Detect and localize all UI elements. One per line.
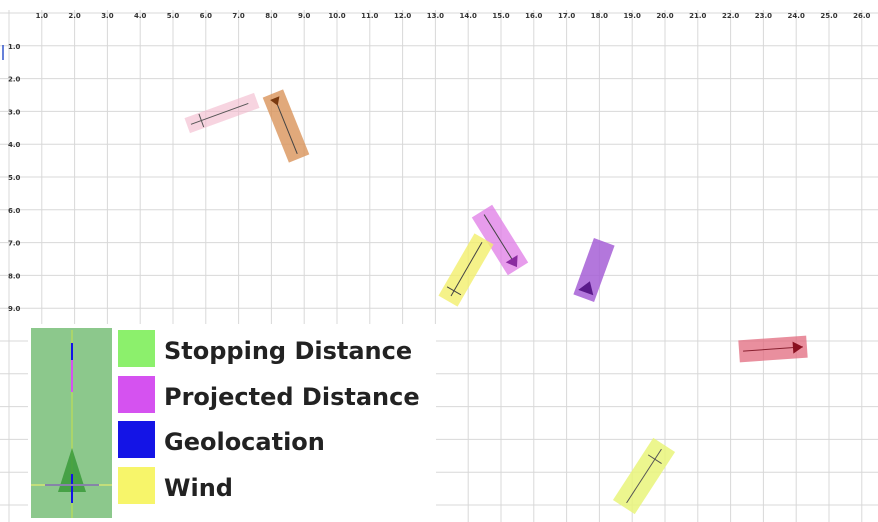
x-tick-label: 6.0 bbox=[200, 12, 213, 20]
x-tick-label: 19.0 bbox=[624, 12, 641, 20]
x-tick-label: 9.0 bbox=[298, 12, 311, 20]
yellow-vehicle[interactable] bbox=[438, 233, 494, 307]
x-tick-label: 24.0 bbox=[788, 12, 805, 20]
purple-vehicle-arrow bbox=[578, 281, 594, 296]
orange-vehicle[interactable] bbox=[262, 89, 310, 163]
y-tick-label: 1.0 bbox=[8, 43, 21, 51]
red-vehicle[interactable] bbox=[738, 335, 808, 363]
legend-label-geolocation: Geolocation bbox=[164, 428, 325, 456]
legend-label-projected-distance: Projected Distance bbox=[164, 383, 420, 411]
y-tick-label: 9.0 bbox=[8, 305, 21, 313]
magenta-vehicle-arrow bbox=[505, 254, 518, 268]
pink-vehicle-mark bbox=[198, 113, 205, 128]
magenta-vehicle[interactable] bbox=[471, 204, 529, 276]
y-tick-label: 6.0 bbox=[8, 207, 21, 215]
x-tick-label: 10.0 bbox=[328, 12, 345, 20]
lime-vehicle-mark bbox=[647, 454, 662, 465]
x-tick-label: 18.0 bbox=[591, 12, 608, 20]
x-tick-label: 17.0 bbox=[558, 12, 575, 20]
legend-swatch-stopping-distance bbox=[118, 330, 155, 367]
x-tick-label: 22.0 bbox=[722, 12, 739, 20]
x-tick-label: 5.0 bbox=[167, 12, 180, 20]
y-tick-label: 8.0 bbox=[8, 272, 21, 280]
yellow-vehicle-mark bbox=[446, 286, 462, 296]
x-tick-label: 20.0 bbox=[656, 12, 673, 20]
x-tick-label: 14.0 bbox=[460, 12, 477, 20]
legend-label-stopping-distance: Stopping Distance bbox=[164, 337, 412, 365]
x-tick-label: 2.0 bbox=[68, 12, 81, 20]
y-tick-label: 4.0 bbox=[8, 141, 21, 149]
red-vehicle-arrow bbox=[792, 341, 803, 354]
x-tick-label: 7.0 bbox=[232, 12, 245, 20]
y-tick-label: 7.0 bbox=[8, 240, 21, 248]
lime-vehicle[interactable] bbox=[612, 437, 676, 515]
x-tick-label: 23.0 bbox=[755, 12, 772, 20]
x-tick-label: 21.0 bbox=[689, 12, 706, 20]
purple-vehicle-box bbox=[573, 238, 615, 302]
x-tick-label: 16.0 bbox=[525, 12, 542, 20]
magenta-vehicle-axis bbox=[483, 214, 514, 261]
y-tick-label: 2.0 bbox=[8, 76, 21, 84]
legend-swatch-projected-distance bbox=[118, 376, 155, 413]
x-tick-label: 26.0 bbox=[853, 12, 870, 20]
y-tick-label: 3.0 bbox=[8, 108, 21, 116]
x-tick-label: 12.0 bbox=[394, 12, 411, 20]
legend-swatch-geolocation bbox=[118, 421, 155, 458]
orange-vehicle-axis bbox=[275, 99, 298, 155]
x-tick-label: 1.0 bbox=[36, 12, 49, 20]
legend-swatch-wind bbox=[118, 467, 155, 504]
legend-label-wind: Wind bbox=[164, 474, 233, 502]
x-tick-label: 13.0 bbox=[427, 12, 444, 20]
x-tick-label: 11.0 bbox=[361, 12, 378, 20]
legend: Stopping Distance Projected Distance Geolo… bbox=[28, 324, 436, 522]
pink-vehicle[interactable] bbox=[184, 92, 260, 134]
legend-preview bbox=[31, 328, 112, 518]
x-axis-ticks: 1.0 2.0 3.0 4.0 5.0 6.0 7.0 8.0 9.0 10.0 11.0 12.0 1… bbox=[36, 12, 871, 20]
purple-vehicle[interactable] bbox=[573, 238, 615, 302]
y-tick-label: 5.0 bbox=[8, 174, 21, 182]
orange-vehicle-arrow bbox=[270, 96, 280, 106]
x-tick-label: 3.0 bbox=[101, 12, 114, 20]
x-tick-label: 15.0 bbox=[492, 12, 509, 20]
pink-vehicle-axis bbox=[190, 102, 249, 125]
x-tick-label: 25.0 bbox=[820, 12, 837, 20]
x-tick-label: 8.0 bbox=[265, 12, 278, 20]
y-axis-ticks: 1.0 2.0 3.0 4.0 5.0 6.0 7.0 8.0 9.0 bbox=[8, 43, 21, 313]
yellow-vehicle-axis bbox=[450, 242, 483, 297]
lime-vehicle-axis bbox=[626, 448, 662, 504]
legend-preview-stopping-cone bbox=[58, 448, 86, 492]
x-tick-label: 4.0 bbox=[134, 12, 147, 20]
